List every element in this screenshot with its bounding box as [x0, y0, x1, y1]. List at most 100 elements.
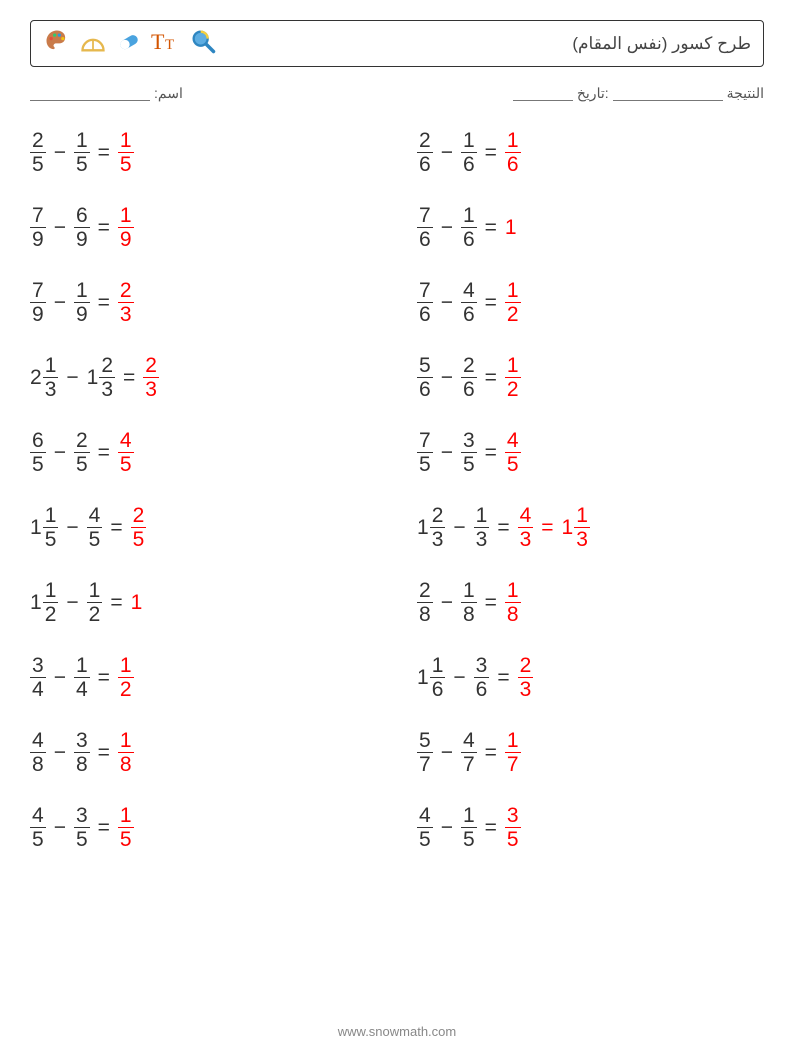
fraction: 17 [505, 730, 521, 775]
answer-integer: 1 [131, 592, 143, 613]
fraction-wrapper: 25 [30, 130, 46, 175]
minus-op: − [60, 592, 84, 613]
problem-row: 123−13=43=113 [417, 505, 764, 550]
fraction: 23 [99, 355, 115, 400]
minus-op: − [48, 667, 72, 688]
fraction: 25 [131, 505, 147, 550]
fraction: 15 [118, 805, 134, 850]
equals-sign: = [92, 292, 116, 313]
equals-sign: = [117, 367, 141, 388]
problem-row: 65−25=45 [30, 430, 377, 475]
fraction-wrapper: 12 [118, 655, 134, 700]
problem-row: 45−15=35 [417, 805, 764, 850]
equals-sign: = [479, 142, 503, 163]
score-blank[interactable] [613, 87, 723, 101]
header-box: TT طرح كسور (نفس المقام) [30, 20, 764, 67]
equals-sign: = [104, 592, 128, 613]
fraction-wrapper: 45 [417, 805, 433, 850]
problem-row: 79−69=19 [30, 205, 377, 250]
footer-url: www.snowmath.com [0, 1024, 794, 1039]
fraction: 16 [461, 130, 477, 175]
minus-op: − [435, 292, 459, 313]
name-blank[interactable] [30, 87, 150, 101]
name-field: اسم: [30, 85, 183, 102]
fraction: 12 [505, 280, 521, 325]
fraction-wrapper: 23 [143, 355, 159, 400]
equals-sign: = [491, 667, 515, 688]
fraction: 13 [474, 505, 490, 550]
answer-integer: 1 [505, 217, 517, 238]
fraction: 25 [30, 130, 46, 175]
fraction-wrapper: 13 [474, 505, 490, 550]
minus-op: − [435, 592, 459, 613]
fraction-wrapper: 28 [417, 580, 433, 625]
fraction-wrapper: 25 [131, 505, 147, 550]
fraction: 76 [417, 280, 433, 325]
fraction-wrapper: 69 [74, 205, 90, 250]
worksheet-title: طرح كسور (نفس المقام) [572, 34, 751, 54]
fraction: 35 [505, 805, 521, 850]
minus-op: − [435, 442, 459, 463]
fraction-wrapper: 26 [461, 355, 477, 400]
fraction: 23 [518, 655, 534, 700]
fraction-wrapper: 36 [474, 655, 490, 700]
minus-op: − [48, 817, 72, 838]
fraction: 25 [74, 430, 90, 475]
problem-column-right: 26−16=1676−16=176−46=1256−26=1275−35=451… [417, 130, 764, 850]
fraction: 15 [74, 130, 90, 175]
fraction-wrapper: 14 [74, 655, 90, 700]
equals-sign: = [491, 517, 515, 538]
fraction-wrapper: 35 [505, 805, 521, 850]
problem-row: 115−45=25 [30, 505, 377, 550]
fraction: 12 [87, 580, 103, 625]
fraction: 79 [30, 280, 46, 325]
fraction: 19 [74, 280, 90, 325]
equals-sign: = [479, 367, 503, 388]
date-blank[interactable] [513, 87, 573, 101]
fraction: 18 [461, 580, 477, 625]
problem-row: 75−35=45 [417, 430, 764, 475]
icon-bar: TT [43, 27, 217, 60]
equals-sign: = [92, 742, 116, 763]
fraction-wrapper: 12 [505, 355, 521, 400]
fraction: 18 [505, 580, 521, 625]
fraction: 14 [74, 655, 90, 700]
problem-row: 28−18=18 [417, 580, 764, 625]
fraction: 23 [118, 280, 134, 325]
name-label: اسم: [154, 85, 183, 102]
fraction-wrapper: 65 [30, 430, 46, 475]
equals-sign: = [479, 292, 503, 313]
fraction: 36 [474, 655, 490, 700]
problems-area: 25−15=1579−69=1979−19=23213−123=2365−25=… [30, 130, 764, 850]
fraction: 15 [461, 805, 477, 850]
mixed-number: 116 [417, 655, 445, 700]
fraction-wrapper: 17 [505, 730, 521, 775]
fraction-wrapper: 25 [74, 430, 90, 475]
fraction: 12 [505, 355, 521, 400]
problem-row: 34−14=12 [30, 655, 377, 700]
equals-sign: = [92, 217, 116, 238]
minus-op: − [435, 817, 459, 838]
fraction: 46 [461, 280, 477, 325]
fraction-wrapper: 57 [417, 730, 433, 775]
fraction: 45 [505, 430, 521, 475]
fraction-wrapper: 34 [30, 655, 46, 700]
problem-row: 26−16=16 [417, 130, 764, 175]
equals-sign: = [104, 517, 128, 538]
fraction: 15 [118, 130, 134, 175]
equals-sign: = [92, 667, 116, 688]
fraction: 15 [43, 505, 59, 550]
fraction-wrapper: 23 [518, 655, 534, 700]
fraction: 26 [461, 355, 477, 400]
equals-sign: = [479, 742, 503, 763]
fraction-wrapper: 79 [30, 280, 46, 325]
minus-op: − [447, 517, 471, 538]
problem-row: 57−47=17 [417, 730, 764, 775]
palette-icon [43, 27, 71, 60]
score-date-field: النتيجة :تاريخ [513, 85, 764, 102]
fraction-wrapper: 35 [74, 805, 90, 850]
fraction-wrapper: 15 [74, 130, 90, 175]
equals-sign: = [92, 442, 116, 463]
equals-sign: = [479, 592, 503, 613]
minus-op: − [48, 442, 72, 463]
